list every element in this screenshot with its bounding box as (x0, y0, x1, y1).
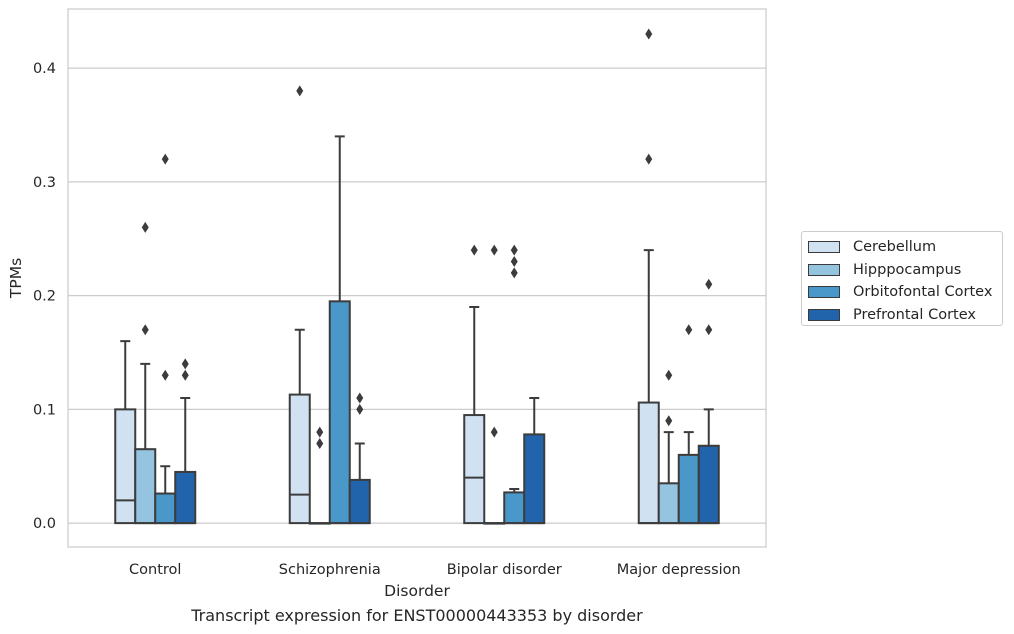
legend-label-prefrontal-cortex: Prefrontal Cortex (853, 307, 976, 324)
box-orbitofontal-cortex (328, 135, 351, 525)
outlier-point (490, 426, 498, 438)
outlier-point (316, 426, 324, 438)
box-orbitofontal-cortex (677, 324, 700, 525)
legend-label-cerebellum: Cerebellum (853, 239, 937, 256)
box-hipppocampus (657, 369, 680, 525)
category-group (463, 244, 546, 525)
box-cerebellum (637, 28, 660, 525)
outlier-point (296, 85, 304, 97)
legend-label-orbitofrontal-cortex: Orbitofontal Cortex (853, 284, 993, 301)
box-body (463, 414, 486, 525)
box-hipppocampus (134, 221, 157, 525)
x-tick-label: Control (129, 562, 181, 578)
box-body (677, 453, 700, 525)
legend-item-prefrontal-cortex: Prefrontal Cortex (802, 304, 1002, 327)
box-body (348, 478, 371, 525)
y-tick-label: 0.3 (33, 175, 56, 191)
x-tick-label: Bipolar disorder (447, 562, 562, 578)
outlier-point (510, 244, 518, 256)
outlier-point (510, 256, 518, 268)
y-axis-label: TPMs (7, 258, 25, 299)
box-body (657, 482, 680, 525)
category-group (288, 85, 371, 525)
y-tick-label: 0.1 (33, 402, 56, 418)
box-groups (114, 28, 720, 525)
box-prefrontal-cortex (697, 278, 720, 525)
category-group (114, 153, 197, 525)
box-cerebellum (463, 244, 486, 525)
box-hipppocampus (308, 426, 331, 525)
box-orbitofontal-cortex (154, 153, 177, 525)
y-tick-label: 0.2 (33, 289, 56, 305)
x-tick-label: Major depression (617, 562, 741, 578)
outlier-point (356, 403, 364, 415)
x-tick-labels: Control Schizophrenia Bipolar disorder Majo… (129, 562, 741, 578)
box-body (114, 408, 137, 525)
box-orbitofontal-cortex (503, 244, 526, 525)
box-body (288, 393, 311, 525)
box-body (134, 448, 157, 525)
outlier-point (665, 415, 673, 427)
x-tick-label: Schizophrenia (279, 562, 381, 578)
outlier-point (181, 358, 189, 370)
outlier-point (181, 369, 189, 381)
outlier-point (161, 153, 169, 165)
box-prefrontal-cortex (174, 358, 197, 525)
box-prefrontal-cortex (348, 392, 371, 525)
outlier-point (685, 324, 693, 336)
box-hipppocampus (483, 244, 506, 525)
box-body (328, 300, 351, 525)
legend-swatch-orbitofrontal-cortex (808, 286, 840, 299)
box-body (174, 470, 197, 525)
category-group (637, 28, 720, 525)
outlier-point (645, 153, 653, 165)
box-prefrontal-cortex (523, 396, 546, 525)
outlier-point (645, 28, 653, 40)
legend-item-cerebellum: Cerebellum (802, 236, 1002, 259)
outlier-point (490, 244, 498, 256)
y-tick-label: 0.0 (33, 516, 56, 532)
box-body (697, 444, 720, 525)
legend: Cerebellum Hipppocampus Orbitofontal Cor… (801, 231, 1003, 326)
y-tick-label: 0.4 (33, 61, 56, 77)
y-tick-labels: 0.0 0.1 0.2 0.3 0.4 (33, 61, 56, 532)
figure-caption: Transcript expression for ENST0000044335… (191, 606, 643, 625)
legend-swatch-cerebellum (808, 241, 840, 254)
grid-lines (68, 67, 766, 524)
outlier-point (705, 324, 713, 336)
box-body (154, 492, 177, 525)
legend-item-orbitofrontal-cortex: Orbitofontal Cortex (802, 281, 1002, 304)
legend-swatch-hippocampus (808, 263, 840, 276)
legend-label-hippocampus: Hipppocampus (853, 261, 962, 278)
outlier-point (665, 369, 673, 381)
box-cerebellum (288, 85, 311, 525)
x-axis-label: Disorder (384, 582, 450, 600)
outlier-point (470, 244, 478, 256)
outlier-point (141, 221, 149, 233)
outlier-point (356, 392, 364, 404)
outlier-point (316, 437, 324, 449)
box-body (637, 401, 660, 525)
box-body (503, 491, 526, 525)
box-body (523, 433, 546, 525)
plot-frame (67, 8, 767, 548)
outlier-point (705, 278, 713, 290)
legend-item-hippocampus: Hipppocampus (802, 259, 1002, 282)
outlier-point (161, 369, 169, 381)
outlier-point (510, 267, 518, 279)
outlier-point (141, 324, 149, 336)
box-cerebellum (114, 340, 137, 525)
legend-swatch-prefrontal-cortex (808, 309, 840, 322)
